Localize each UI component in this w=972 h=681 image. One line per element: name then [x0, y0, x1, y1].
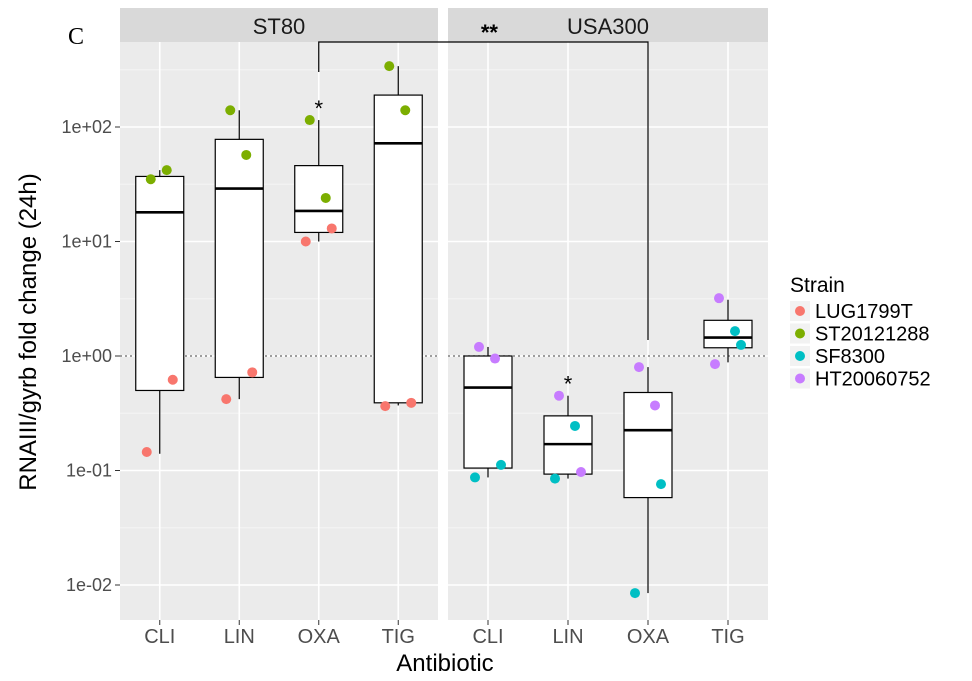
panel-label: C — [68, 24, 84, 50]
significance-star: * — [564, 372, 573, 397]
x-tick-label: OXA — [627, 626, 670, 648]
boxplot-ST80-TIG — [373, 66, 423, 406]
data-point — [656, 479, 666, 490]
legend-label: HT20060752 — [815, 369, 931, 391]
data-point — [576, 467, 586, 478]
data-point — [470, 472, 480, 483]
x-tick-label: OXA — [298, 626, 341, 648]
x-tick-label: TIG — [382, 626, 415, 648]
boxplot-USA300-OXA — [623, 367, 673, 594]
facet-strip — [448, 8, 768, 42]
data-point — [400, 105, 411, 116]
box-body — [135, 175, 185, 392]
data-point — [380, 401, 391, 412]
data-point — [145, 174, 156, 185]
box-body — [373, 94, 423, 404]
data-points — [141, 61, 746, 599]
data-point — [630, 588, 640, 599]
boxplot-USA300-LIN — [543, 395, 593, 479]
boxplot-USA300-CLI — [463, 346, 513, 478]
box-body — [623, 391, 673, 499]
y-axis-title: RNAIII/gyrb fold change (24h) — [15, 173, 42, 491]
data-point — [714, 293, 724, 304]
x-tick-label: CLI — [144, 626, 175, 648]
x-axis-title: Antibiotic — [396, 650, 493, 677]
x-tick-label: TIG — [711, 626, 744, 648]
data-point — [710, 359, 720, 370]
data-point — [221, 394, 232, 405]
boxplot-ST80-CLI — [135, 170, 185, 454]
data-point — [554, 390, 564, 401]
box-body — [294, 165, 344, 234]
data-point — [736, 339, 746, 350]
data-point — [496, 459, 506, 470]
data-point — [474, 341, 484, 352]
x-tick-label: LIN — [552, 626, 583, 648]
data-point — [490, 353, 500, 364]
facet-strip — [120, 8, 438, 42]
data-point — [225, 105, 236, 116]
boxplot-ST80-OXA — [294, 120, 344, 242]
facet-strip-label: USA300 — [567, 14, 649, 39]
data-point — [247, 367, 258, 378]
legend-label: SF8300 — [815, 346, 885, 368]
axes: CLI LIN OXA TIG CLI LIN OXA TIG 1e-02 1e-01 1e+00 1… — [61, 117, 744, 648]
legend-label: ST20121288 — [815, 324, 930, 346]
facet-strip-label: ST80 — [253, 14, 306, 39]
data-point — [634, 362, 644, 373]
data-point — [730, 326, 740, 337]
significance-star: * — [314, 96, 323, 121]
x-tick-label: LIN — [224, 626, 255, 648]
legend-swatch — [795, 306, 805, 316]
annotations: **** — [314, 20, 649, 397]
data-point — [384, 61, 395, 72]
x-tick-label: CLI — [472, 626, 503, 648]
significance-bracket — [318, 41, 649, 340]
data-point — [241, 149, 252, 160]
data-point — [650, 400, 660, 411]
data-point — [304, 115, 315, 126]
box-body — [463, 355, 513, 469]
legend-title: Strain — [790, 274, 845, 297]
data-point — [550, 473, 560, 484]
data-point — [141, 447, 152, 458]
data-point — [406, 397, 417, 408]
boxplot-ST80-LIN — [214, 110, 264, 400]
data-point — [161, 165, 172, 176]
box-body — [214, 138, 264, 379]
y-tick-label: 1e-01 — [66, 461, 112, 481]
data-point — [300, 236, 311, 247]
y-tick-label: 1e+02 — [61, 117, 112, 137]
data-point — [326, 223, 337, 234]
legend-label: LUG1799T — [815, 301, 913, 323]
y-tick-label: 1e+01 — [61, 232, 112, 252]
legend-swatch — [795, 351, 805, 361]
y-tick-label: 1e+00 — [61, 346, 112, 366]
data-point — [570, 420, 580, 431]
y-tick-label: 1e-02 — [66, 575, 112, 595]
legend-swatch — [795, 373, 805, 384]
data-point — [320, 192, 331, 203]
data-point — [167, 374, 178, 385]
significance-label: ** — [481, 20, 499, 45]
legend-swatch — [795, 328, 805, 339]
